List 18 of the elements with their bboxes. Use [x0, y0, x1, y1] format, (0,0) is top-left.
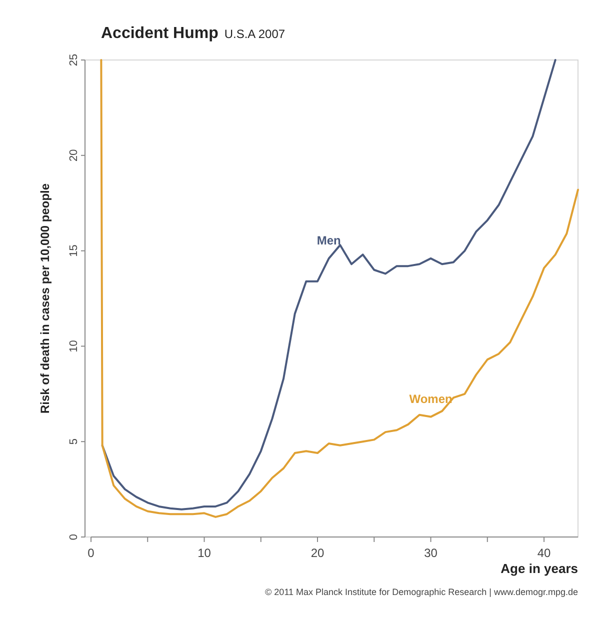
x-axis-title: Age in years [500, 561, 578, 576]
y-tick-label: 15 [68, 244, 80, 257]
x-tick-label: 30 [424, 546, 438, 560]
y-tick-label: 25 [68, 54, 80, 66]
x-tick-label: 0 [88, 546, 95, 560]
x-tick-label: 40 [537, 546, 552, 560]
chart-title: Accident Hump [101, 25, 218, 42]
series-label: Women [409, 392, 452, 406]
y-tick-label: 20 [68, 149, 80, 162]
chart-subtitle: U.S.A 2007 [224, 27, 286, 41]
x-tick-label: 10 [198, 546, 212, 560]
y-axis-title: Risk of death in cases per 10,000 people [38, 183, 52, 414]
y-tick-label: 0 [68, 534, 80, 540]
y-tick-label: 10 [68, 340, 80, 352]
series-label: Men [316, 233, 341, 248]
x-tick-label: 20 [310, 546, 325, 560]
text: © 2011 Max Planck Institute for Demographic Research | www.demogr.mpg.de [265, 587, 578, 597]
y-tick-label: 5 [68, 438, 80, 445]
